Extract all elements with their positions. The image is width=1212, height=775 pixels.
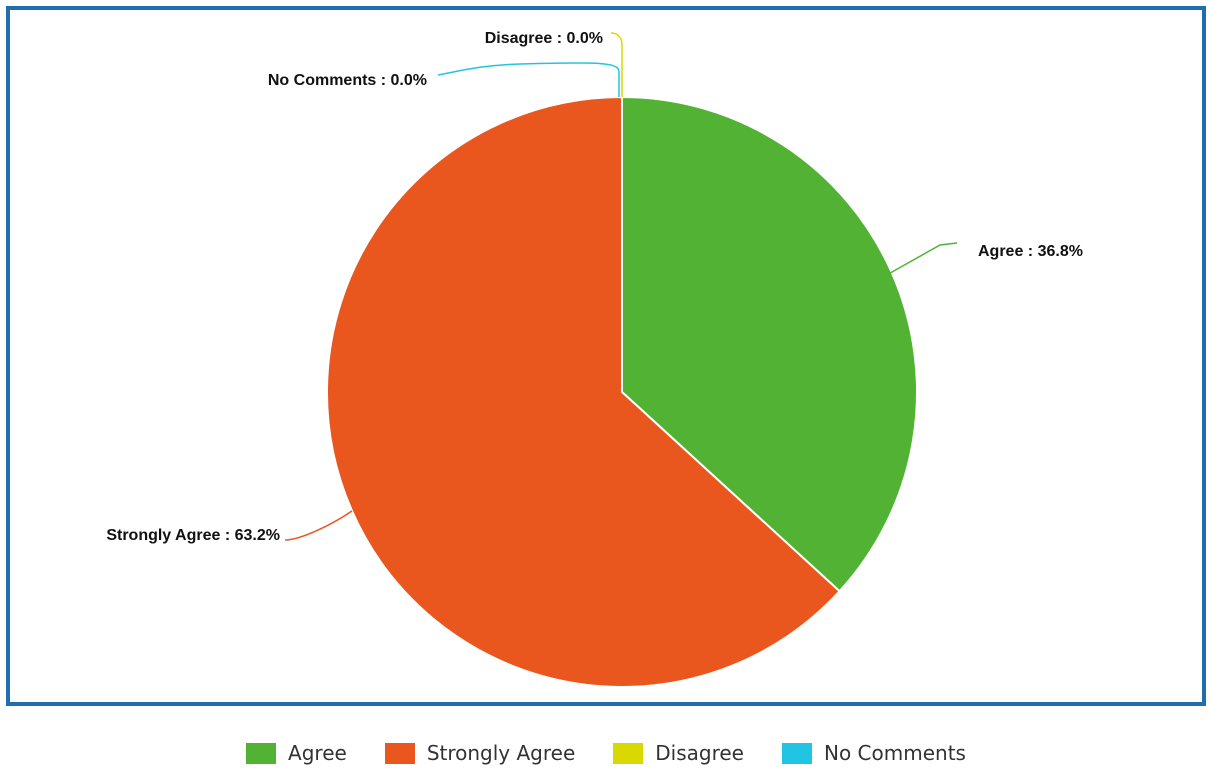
slice-label-agree: Agree : 36.8% <box>978 243 1083 260</box>
label-leader-lines <box>284 32 958 541</box>
legend-label-disagree: Disagree <box>655 741 744 765</box>
legend-item-agree[interactable]: Agree <box>246 741 347 765</box>
slice-label-strongly-agree: Strongly Agree : 63.2% <box>106 527 280 544</box>
slice-label-no-comments: No Comments : 0.0% <box>268 72 427 89</box>
slice-labels: Agree : 36.8% Strongly Agree : 63.2% Disag… <box>106 30 1083 544</box>
pie-slices <box>326 95 918 688</box>
legend-swatch-agree <box>246 742 277 764</box>
leader-line-agree <box>889 242 958 274</box>
slice-label-disagree: Disagree : 0.0% <box>485 30 603 47</box>
legend-swatch-disagree <box>613 742 644 764</box>
leader-line-strongly-agree <box>284 510 353 541</box>
chart-legend: Agree Strongly Agree Disagree No Comment… <box>0 737 1212 769</box>
legend-label-agree: Agree <box>288 741 347 765</box>
pie-chart: Agree : 36.8% Strongly Agree : 63.2% Disag… <box>106 30 1083 688</box>
legend-item-no-comments[interactable]: No Comments <box>782 741 966 765</box>
legend-item-strongly-agree[interactable]: Strongly Agree <box>384 741 576 765</box>
legend-swatch-strongly-agree <box>384 742 415 764</box>
leader-line-disagree <box>610 32 623 97</box>
legend-label-strongly-agree: Strongly Agree <box>426 741 576 765</box>
legend-label-no-comments: No Comments <box>824 741 966 765</box>
legend-swatch-no-comments <box>782 742 812 764</box>
leader-line-no-comments <box>437 62 620 97</box>
pie-slice-agree[interactable] <box>621 95 918 593</box>
legend-item-disagree[interactable]: Disagree <box>613 741 744 765</box>
